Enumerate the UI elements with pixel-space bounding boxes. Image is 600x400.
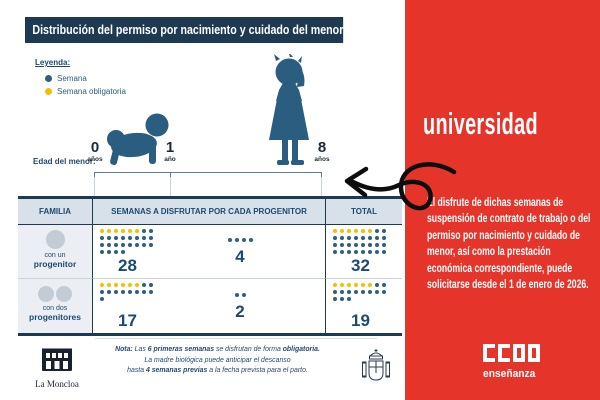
moncloa-building-icon [42,348,72,371]
ccoo-logo: enseñanza [483,344,543,380]
ccoo-sub-label: enseñanza [483,368,536,380]
age-tick-8 [321,172,322,177]
family-label-bottom: progenitor [33,259,77,269]
moncloa-logo: La Moncloa [28,348,86,389]
dot-grid-32 [333,229,388,254]
column-header-semanas: SEMANAS A DISFRUTAR POR CADA PROGENITOR [93,199,326,225]
value-19: 19 [351,311,370,330]
legend-item-obligatory: Semana obligatoria [45,87,126,96]
total-cell-one-parent: 32 [326,225,402,279]
dot-grid-17 [100,283,155,301]
legend-obligatory-label: Semana obligatoria [57,87,126,96]
age-marker-1: 1 año [164,139,176,163]
obligatory-dot-icon [45,88,52,95]
standing-girl-icon [269,54,309,165]
value-2: 2 [235,301,245,321]
family-label-bottom: progenitores [29,312,81,322]
footnote: Nota: Las 6 primeras semanas se disfruta… [115,344,320,374]
value-4: 4 [235,247,245,266]
legend-item-week: Semana [45,74,126,83]
dot-grid-28 [100,229,155,254]
total-cell-two-parents: 19 [326,279,402,333]
weeks-cell-one-parent: 28 4 [93,225,326,279]
legend-week-label: Semana [57,74,87,83]
column-header-total: TOTAL [326,199,402,225]
family-label-top: con dos [42,305,68,312]
age-tick-0 [94,172,95,177]
family-cell-one-parent: con un progenitor [18,225,93,279]
guide-line-1 [170,177,171,196]
permiso-table: FAMILIA SEMANAS A DISFRUTAR POR CADA PRO… [18,196,402,336]
family-cell-two-parents: con dos progenitores [18,279,93,333]
crawling-baby-icon [107,113,169,166]
moncloa-label: La Moncloa [35,379,79,389]
spain-coat-of-arms-icon [362,349,390,381]
two-parents-icon [38,286,72,302]
age-axis-label: Edad del menor: [33,157,96,166]
note-label: Nota: [115,344,133,353]
column-header-familia: FAMILIA [18,199,93,225]
legend: Leyenda: Semana Semana obligatoria [35,52,126,96]
value-28: 28 [118,256,137,275]
red-side-panel: universidad El disfrute de dichas semana… [405,0,600,400]
guide-line-0 [94,177,95,196]
family-label-top: con un [44,252,66,259]
value-32: 32 [351,256,370,275]
note-divider [95,338,377,339]
single-parent-icon [45,230,65,249]
age-marker-8: 8 años [314,139,330,163]
panel-body-text: El disfrute de dichas semanas de suspens… [427,197,591,292]
guide-line-8 [321,177,322,196]
page-title: Distribución del permiso por nacimiento … [25,17,344,43]
weeks-cell-two-parents: 17 2 [93,279,326,333]
ccoo-wordmark-icon [483,344,540,362]
legend-heading: Leyenda: [35,58,71,67]
week-dot-icon [45,75,52,82]
age-axis-line [94,172,322,173]
dot-grid-19 [333,283,388,301]
age-marker-0: 0 años [87,139,103,163]
dot-grid-4 [227,238,253,242]
arrow-doodle [344,162,457,211]
title-bar: Distribución del permiso por nacimiento … [25,17,400,43]
value-17: 17 [118,311,137,330]
panel-heading: universidad [423,106,538,141]
dot-grid-2 [234,292,246,297]
age-tick-1 [170,172,171,177]
